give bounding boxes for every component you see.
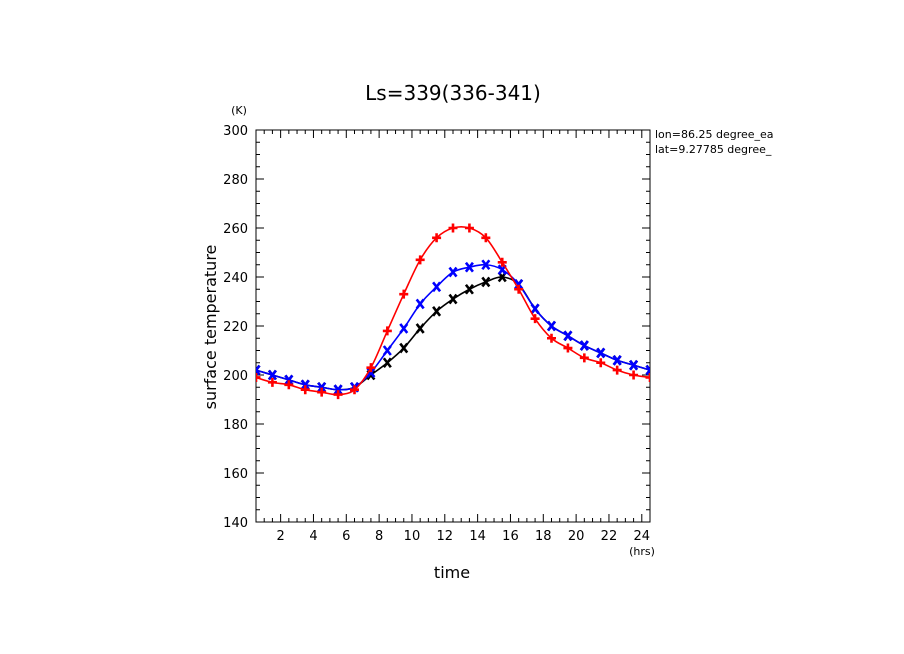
data-point-blue: [284, 374, 294, 386]
data-point-red: [300, 385, 310, 395]
data-point-blue: [415, 298, 425, 310]
data-point-black: [432, 306, 442, 317]
x-tick-label: 20: [568, 529, 585, 544]
data-point-red: [645, 372, 650, 382]
x-tick-label: 10: [404, 529, 421, 544]
x-tick-label: 6: [342, 529, 350, 544]
data-point-red: [284, 380, 294, 390]
data-point-blue: [481, 259, 491, 271]
y-axis-title: surface temperature: [201, 245, 220, 410]
data-point-black: [415, 323, 425, 334]
x-tick-label: 14: [469, 529, 486, 544]
data-point-blue: [546, 320, 557, 332]
y-tick-label: 200: [223, 369, 248, 384]
data-point-blue: [464, 261, 474, 273]
data-point-blue: [256, 364, 261, 376]
x-tick-label: 16: [502, 529, 519, 544]
x-tick-label: 24: [634, 529, 651, 544]
data-point-red: [415, 255, 425, 265]
data-point-red: [563, 343, 573, 353]
data-point-red: [530, 314, 540, 324]
y-tick-label: 140: [223, 516, 248, 531]
series-line-red: [256, 225, 650, 396]
data-point-red: [514, 284, 524, 294]
data-point-blue: [645, 364, 650, 376]
data-point-blue: [382, 345, 392, 356]
x-tick-label: 18: [535, 529, 552, 544]
chart-title: Ls=339(336-341): [365, 81, 541, 105]
lat-annotation: lat=9.27785 degree_: [655, 143, 772, 156]
data-point-black: [448, 293, 458, 305]
x-tick-label: 12: [437, 529, 454, 544]
data-point-red: [350, 385, 359, 395]
x-tick-label: 22: [601, 529, 618, 544]
data-point-blue: [579, 340, 589, 351]
data-point-red: [382, 326, 392, 336]
x-tick-label: 8: [375, 529, 383, 544]
data-point-red: [612, 365, 622, 375]
y-tick-label: 220: [223, 320, 248, 335]
y-tick-label: 180: [223, 418, 248, 433]
data-point-blue: [317, 381, 327, 393]
data-point-red: [267, 377, 277, 387]
data-point-black: [399, 342, 409, 354]
x-tick-label: 4: [309, 529, 317, 544]
data-point-blue: [448, 266, 458, 278]
y-unit-label: (K): [231, 104, 247, 117]
data-point-blue: [596, 347, 606, 359]
data-point-blue: [333, 384, 343, 395]
data-point-red: [481, 233, 491, 243]
data-point-red: [448, 223, 458, 233]
y-tick-label: 240: [223, 271, 248, 286]
plot-frame: [255, 129, 651, 523]
series-line-blue: [256, 263, 650, 391]
series-line-black: [256, 276, 650, 391]
data-point-blue: [629, 359, 639, 371]
data-point-blue: [514, 279, 524, 290]
data-point-black: [464, 283, 474, 295]
data-point-red: [256, 372, 261, 382]
data-point-red: [497, 257, 507, 267]
data-point-red: [399, 289, 409, 299]
data-point-blue: [267, 369, 277, 381]
data-point-red: [579, 353, 589, 363]
data-point-blue: [432, 281, 442, 293]
data-point-blue: [300, 379, 310, 391]
y-tick-label: 260: [223, 222, 248, 237]
data-point-blue: [366, 367, 376, 378]
data-point-red: [366, 363, 376, 373]
y-tick-label: 280: [223, 173, 248, 188]
data-point-red: [547, 333, 556, 343]
x-axis-title: time: [434, 563, 470, 582]
y-tick-label: 160: [223, 467, 248, 482]
data-point-blue: [563, 330, 573, 342]
y-tick-label: 300: [223, 124, 248, 139]
data-point-black: [481, 276, 491, 288]
data-point-blue: [530, 303, 540, 315]
data-point-black: [382, 357, 392, 369]
lon-annotation: lon=86.25 degree_ea: [655, 128, 774, 141]
data-point-red: [317, 387, 327, 397]
x-tick-label: 2: [276, 529, 284, 544]
data-point-red: [629, 370, 639, 380]
data-point-blue: [399, 323, 409, 334]
data-point-red: [464, 223, 474, 233]
data-point-blue: [612, 355, 622, 366]
data-point-red: [333, 390, 343, 400]
data-point-red: [432, 233, 442, 243]
data-point-red: [596, 358, 606, 368]
x-unit-label: (hrs): [629, 545, 655, 558]
